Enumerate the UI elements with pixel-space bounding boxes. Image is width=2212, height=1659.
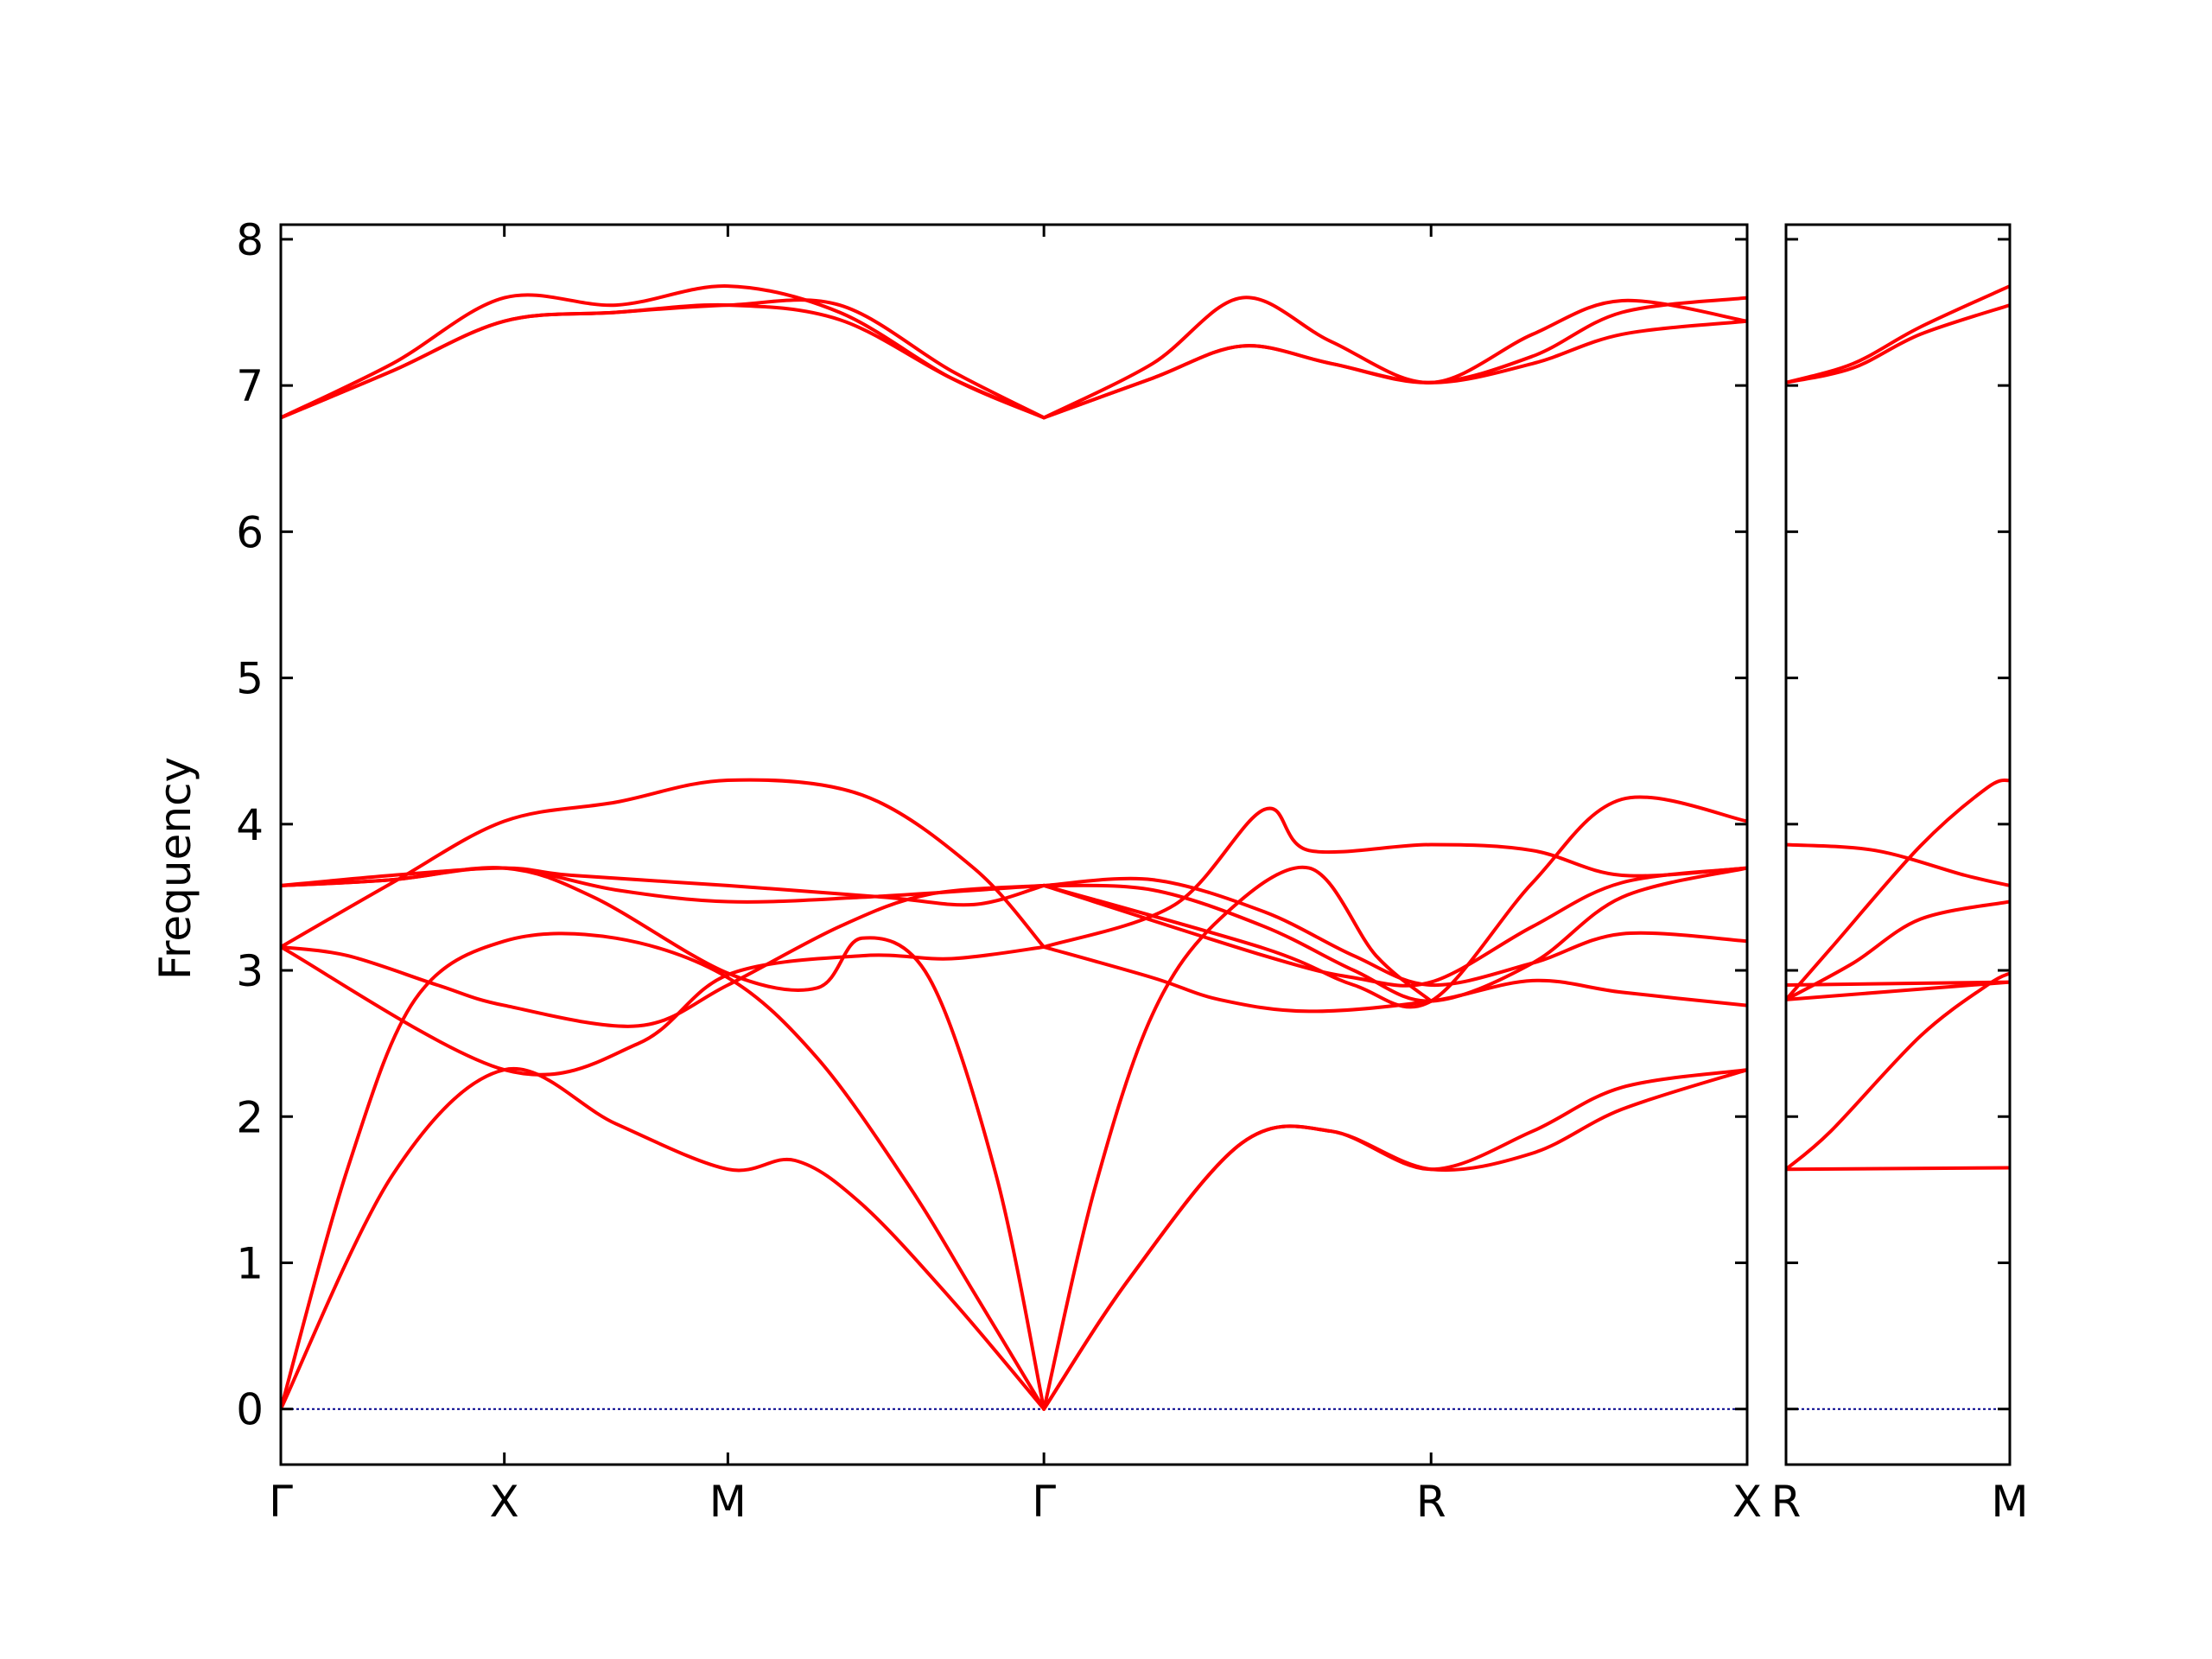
y-tick-label: 2 — [236, 1092, 264, 1142]
band-line-side-6 — [1786, 842, 2010, 887]
y-tick-label: 4 — [236, 800, 264, 850]
x-tick-label-side-1: M — [1991, 1477, 2028, 1527]
y-tick-label: 3 — [236, 946, 264, 996]
band-line-main-14 — [1042, 945, 1747, 1014]
band-line-main-0 — [281, 1066, 1046, 1411]
band-line-main-11 — [1042, 1068, 1747, 1411]
band-line-main-18 — [1042, 795, 1747, 1009]
band-line-side-5 — [1786, 779, 2010, 1001]
band-line-main-16 — [1042, 876, 1747, 988]
y-tick-label: 5 — [236, 654, 264, 704]
band-line-main-3 — [281, 883, 1046, 1028]
band-line-side-8 — [1786, 303, 2010, 385]
band-line-side-3 — [1786, 980, 2010, 987]
band-line-main-6 — [281, 778, 1046, 949]
plot-frame — [279, 223, 1749, 1466]
band-line-side-1 — [1786, 971, 2010, 1172]
y-tick-label: 7 — [236, 361, 264, 411]
band-line-main-17 — [1042, 866, 1747, 1003]
band-line-main-5 — [281, 866, 1046, 907]
x-tick-label-main-3: Γ — [1032, 1477, 1056, 1527]
band-line-main-4 — [281, 945, 1046, 1077]
band-line-main-15 — [1042, 806, 1747, 949]
band-line-main-10 — [281, 298, 1046, 420]
band-line-main-13 — [1042, 865, 1433, 1411]
y-tick-label: 0 — [236, 1385, 264, 1435]
plot-frame — [1784, 223, 2012, 1466]
series-group — [1786, 284, 2010, 1172]
x-tick-label-main-2: M — [709, 1477, 747, 1527]
y-tick-label: 1 — [236, 1238, 264, 1288]
band-line-side-7 — [1786, 284, 2010, 385]
x-tick-label-side-0: R — [1771, 1477, 1802, 1527]
y-axis-label: Frequency — [150, 757, 200, 980]
x-tick-label-main-0: Γ — [269, 1477, 293, 1527]
main-panel: 0 1 2 3 4 5 6 7 8 Γ X M Γ R X — [236, 215, 1762, 1527]
band-line-main-20 — [1042, 296, 1747, 420]
y-tick-label: 6 — [236, 507, 264, 557]
band-line-side-4 — [1786, 899, 2010, 1001]
y-tick-label: 8 — [236, 215, 264, 265]
x-tick-label-main-5: X — [1732, 1477, 1762, 1527]
band-line-main-19 — [1042, 866, 1747, 988]
band-line-main-22 — [1042, 319, 1747, 420]
band-line-main-1 — [281, 931, 1046, 1411]
x-tick-label-main-1: X — [490, 1477, 519, 1527]
band-line-main-7 — [281, 866, 1046, 904]
x-tick-label-main-4: R — [1416, 1477, 1446, 1527]
series-group — [281, 284, 1747, 1411]
band-line-main-9 — [281, 284, 1046, 420]
band-line-main-21 — [1042, 296, 1747, 420]
band-line-side-0 — [1786, 1166, 2010, 1172]
band-line-main-12 — [1042, 1068, 1747, 1411]
